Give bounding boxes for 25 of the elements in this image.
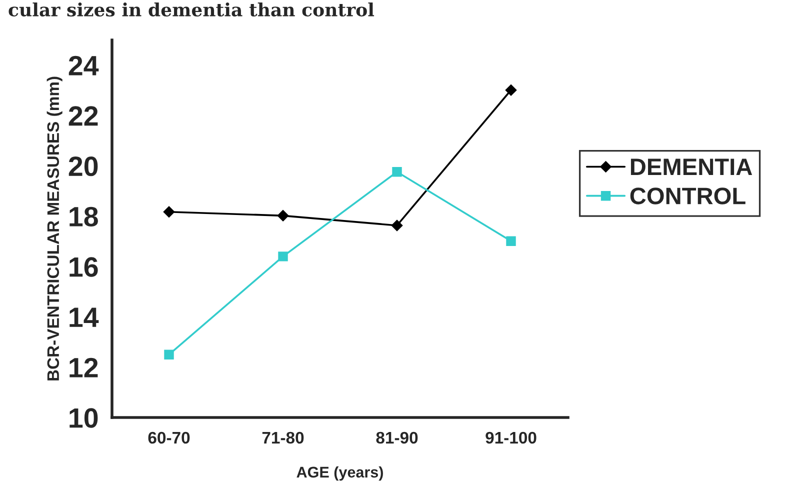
y-tick-label: 22 <box>68 106 98 126</box>
x-tick-label: 60-70 <box>148 432 190 444</box>
x-axis-title: AGE (years) <box>296 466 383 481</box>
point <box>391 220 403 232</box>
legend-label: DEMENTIA <box>630 158 752 176</box>
y-tick-label: 16 <box>70 257 98 277</box>
point <box>278 252 288 262</box>
y-tick-label: 10 <box>70 408 98 428</box>
y-tick-label: 20 <box>68 156 98 176</box>
y-tick-label: 14 <box>70 308 99 327</box>
point <box>506 236 516 246</box>
point <box>505 84 517 96</box>
x-tick-label: 91-100 <box>486 432 536 444</box>
y-axis-title: BCR-VENTRICULAR MEASURES (mm) <box>46 76 62 380</box>
chart-title: cular sizes in dementia than control <box>8 2 374 16</box>
y-tick-label: 18 <box>70 206 98 227</box>
x-tick-label: 81-90 <box>376 432 418 444</box>
legend-label: CONTROL <box>630 188 746 204</box>
point <box>392 167 402 177</box>
y-tick-label: 24 <box>68 56 99 76</box>
point <box>163 206 175 218</box>
y-tick-label: 12 <box>70 358 98 378</box>
point <box>164 350 174 360</box>
x-tick-label: 71-80 <box>262 432 304 444</box>
point <box>277 210 289 222</box>
